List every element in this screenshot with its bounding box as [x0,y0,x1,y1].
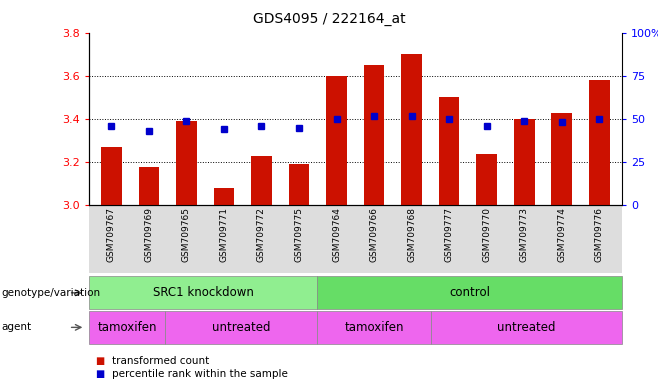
Text: tamoxifen: tamoxifen [97,321,157,334]
Bar [251,156,272,205]
Text: untreated: untreated [497,321,556,334]
Text: genotype/variation: genotype/variation [1,288,101,298]
Bar [139,167,159,205]
Text: percentile rank within the sample: percentile rank within the sample [112,369,288,379]
Bar [176,121,197,205]
Bar [551,113,572,205]
Text: transformed count: transformed count [112,356,209,366]
Text: tamoxifen: tamoxifen [345,321,404,334]
Bar [214,188,234,205]
Text: SRC1 knockdown: SRC1 knockdown [153,286,253,299]
Bar [589,80,609,205]
Bar [289,164,309,205]
Text: ■: ■ [95,369,105,379]
Text: GDS4095 / 222164_at: GDS4095 / 222164_at [253,12,405,25]
Text: untreated: untreated [212,321,270,334]
Text: agent: agent [1,322,32,333]
Text: control: control [449,286,490,299]
Text: ■: ■ [95,356,105,366]
Bar [401,54,422,205]
Bar [514,119,534,205]
Bar [326,76,347,205]
Bar [101,147,122,205]
Bar [439,98,459,205]
Bar [476,154,497,205]
Bar [364,65,384,205]
